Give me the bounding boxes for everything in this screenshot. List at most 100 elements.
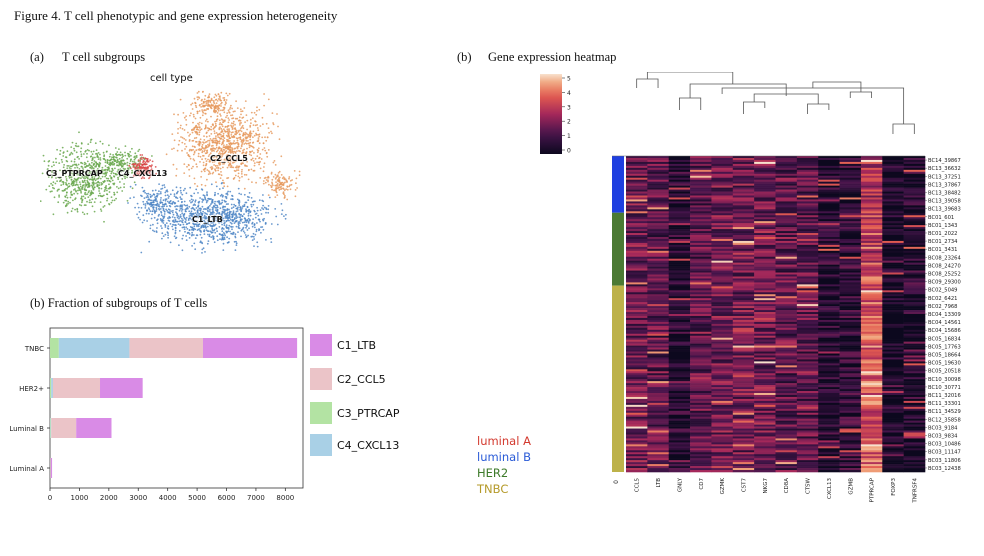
row-label: BC14_39867 — [928, 158, 961, 164]
y-tick-label: HER2+ — [19, 385, 44, 393]
bar-segment — [50, 458, 51, 478]
subtype-legend-her2: HER2 — [477, 466, 509, 480]
panel-a-label: (a) — [30, 50, 44, 64]
x-tick-label: 4000 — [159, 494, 177, 502]
row-label: BC03_11806 — [928, 458, 961, 464]
bar-segment — [50, 458, 53, 478]
colorbar-tick-label: 5 — [567, 76, 571, 83]
x-tick-label: 8000 — [276, 494, 294, 502]
bar-segment — [50, 378, 52, 398]
x-tick-label: 0 — [48, 494, 52, 502]
bar-segment — [50, 338, 59, 358]
subtype-legend-luminal-a: luminal A — [477, 434, 531, 448]
subtype-legend-tnbc: TNBC — [477, 482, 509, 496]
legend-swatch-c4 — [310, 434, 332, 456]
row-label: BC04_15686 — [928, 328, 961, 334]
column-label: FOXP3 — [891, 478, 897, 496]
subtype-legend-luminal-b: luminal B — [477, 450, 531, 464]
x-tick-label: 5000 — [188, 494, 206, 502]
row-color-axis-label: 0 — [613, 480, 620, 484]
column-dendrogram — [636, 72, 915, 134]
bar-segment — [129, 338, 203, 358]
row-color-segment — [612, 285, 624, 472]
colorbar-tick-label: 1 — [567, 133, 571, 140]
column-label: LTB — [656, 478, 662, 488]
row-label: BC02_7968 — [928, 304, 958, 310]
column-label: GZMK — [720, 478, 726, 495]
column-label: GZMB — [848, 478, 854, 495]
row-label: BC13_37867 — [928, 182, 961, 188]
cluster-label-c3: C3_PTPRCAP — [46, 169, 103, 178]
cluster-label-c1: C1_LTB — [192, 215, 223, 224]
umap-points — [40, 90, 301, 254]
row-label: BC03_10486 — [928, 442, 961, 448]
column-label: CTSW — [806, 477, 812, 494]
y-tick-label: Luminal B — [9, 425, 44, 433]
legend-label-c4: C4_CXCL13 — [337, 439, 400, 452]
row-label: BC13_38482 — [928, 190, 961, 196]
row-label: BC08_25252 — [928, 271, 961, 277]
y-tick-label: Luminal A — [9, 465, 44, 473]
column-label: CCL5 — [635, 478, 641, 493]
column-label: CXCL13 — [827, 478, 833, 500]
legend-swatch-c3 — [310, 402, 332, 424]
legend-label-c1: C1_LTB — [337, 339, 377, 352]
heatmap-cells — [626, 156, 926, 473]
x-tick-label: 2000 — [100, 494, 118, 502]
bar-segment — [51, 378, 53, 398]
row-label: BC03_12438 — [928, 466, 961, 472]
bar-segment — [51, 418, 77, 438]
row-label: BC05_19630 — [928, 361, 961, 367]
bar-segment — [100, 378, 143, 398]
column-label: PTPRCAP — [870, 477, 876, 502]
row-label: BC10_30098 — [928, 377, 961, 383]
legend-swatch-c2 — [310, 368, 332, 390]
row-label: BC08_24270 — [928, 263, 961, 269]
colorbar — [540, 74, 562, 154]
row-label: BC02_5049 — [928, 288, 958, 294]
colorbar-tick-label: 3 — [567, 104, 571, 111]
legend-swatch-c1 — [310, 334, 332, 356]
row-label: BC12_35858 — [928, 417, 961, 423]
row-label: BC05_20518 — [928, 369, 961, 375]
row-label: BC13_37251 — [928, 174, 961, 180]
bar-segment — [58, 338, 130, 358]
row-color-segment — [612, 156, 624, 213]
row-label: BC05_17763 — [928, 344, 961, 350]
bar-segment — [50, 418, 52, 438]
row-label: BC05_18664 — [928, 353, 961, 359]
heatmap-panel-title: Gene expression heatmap — [488, 50, 617, 64]
gene-expression-heatmap: 5 4 3 2 1 0 0 CCL5 LTB GNLY CD7 GZMK CST7 NKG7 CD8A CTS… — [540, 72, 961, 504]
row-label: BC09_29300 — [928, 280, 961, 286]
row-label: BC11_34529 — [928, 409, 961, 415]
row-label: BC03_9184 — [928, 425, 958, 431]
row-label: BC03_11147 — [928, 450, 961, 456]
row-label: BC13_39683 — [928, 207, 961, 213]
row-label: BC01_2734 — [928, 239, 958, 245]
colorbar-tick-label: 0 — [567, 148, 571, 155]
bar-segment — [50, 418, 51, 438]
row-label: BC03_9834 — [928, 434, 958, 440]
column-label: NKG7 — [763, 478, 769, 494]
heatmap-panel-label: (b) — [457, 50, 472, 64]
panel-a-title: T cell subgroups — [62, 50, 146, 64]
stacked-bar-chart: TNBC HER2+ Luminal B Luminal A 0 1000 2000 3000… — [9, 327, 304, 502]
row-label: BC01_2022 — [928, 231, 958, 237]
column-label: TNFRSF4 — [912, 478, 918, 504]
legend-label-c3: C3_PTRCAP — [337, 407, 400, 420]
column-label: CST7 — [741, 478, 747, 493]
column-label: GNLY — [677, 477, 683, 492]
bar-segment — [76, 418, 112, 438]
row-label: BC01_1343 — [928, 223, 958, 229]
cluster-label-c4: C4_CXCL13 — [118, 169, 168, 178]
row-label: BC11_33301 — [928, 401, 961, 407]
row-label: BC04_13309 — [928, 312, 961, 318]
row-color-segment — [612, 212, 624, 286]
row-label: BC04_14561 — [928, 320, 961, 326]
x-tick-label: 7000 — [247, 494, 265, 502]
umap-plot-title: cell type — [150, 73, 193, 84]
column-label: CD7 — [699, 478, 705, 490]
cluster-label-c2: C2_CCL5 — [210, 154, 248, 163]
row-label: BC10_30771 — [928, 385, 961, 391]
bar-segment — [202, 338, 298, 358]
